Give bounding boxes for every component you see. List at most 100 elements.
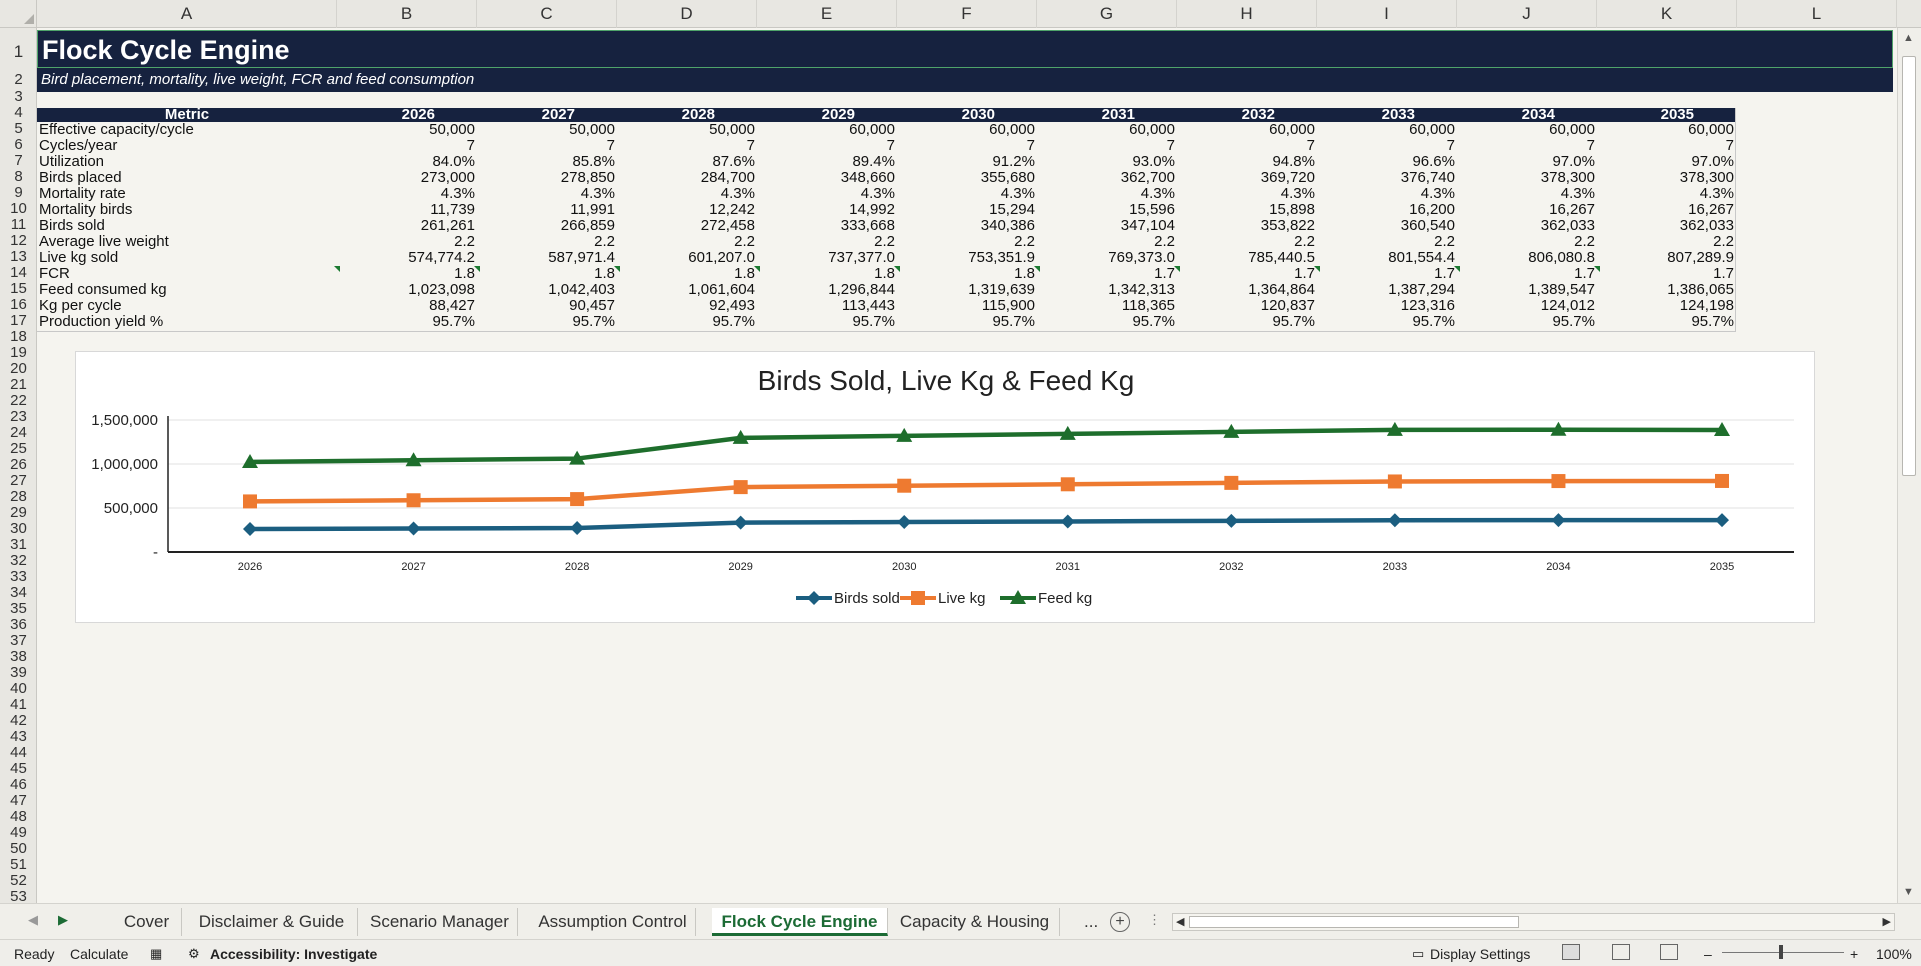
value-cell[interactable]: 124,198: [1679, 297, 1734, 314]
value-cell[interactable]: 11,739: [430, 201, 475, 218]
row-number[interactable]: 30: [10, 520, 27, 537]
row-number[interactable]: 22: [10, 392, 27, 409]
zoom-slider-thumb[interactable]: [1779, 945, 1783, 959]
value-cell[interactable]: 2.2: [734, 233, 755, 250]
value-cell[interactable]: 15,294: [989, 201, 1035, 218]
table-header-year[interactable]: 2035: [1597, 107, 1736, 122]
vertical-scrollbar[interactable]: ▲ ▼: [1897, 28, 1921, 903]
row-number[interactable]: 43: [10, 728, 27, 745]
add-sheet-icon[interactable]: +: [1110, 912, 1130, 932]
value-cell[interactable]: 2.2: [454, 233, 475, 250]
row-number[interactable]: 6: [14, 136, 23, 153]
value-cell[interactable]: 97.0%: [1691, 153, 1734, 170]
value-cell[interactable]: 753,351.9: [968, 249, 1035, 266]
value-cell[interactable]: 60,000: [1549, 121, 1595, 138]
row-number[interactable]: 14: [10, 264, 27, 281]
column-header-f[interactable]: F: [897, 0, 1037, 28]
zoom-slider[interactable]: [1722, 952, 1844, 953]
row-number[interactable]: 40: [10, 680, 27, 697]
value-cell[interactable]: 801,554.4: [1388, 249, 1455, 266]
value-cell[interactable]: 11,991: [570, 201, 615, 218]
value-cell[interactable]: 1,061,604: [688, 281, 755, 298]
value-cell[interactable]: 266,859: [560, 217, 615, 234]
value-cell[interactable]: 95.7%: [712, 313, 755, 330]
table-header-year[interactable]: 2026: [337, 107, 477, 122]
value-cell[interactable]: 85.8%: [572, 153, 615, 170]
value-cell[interactable]: 1.8: [757, 266, 900, 282]
column-header-c[interactable]: C: [477, 0, 617, 28]
scroll-down-icon[interactable]: ▼: [1903, 886, 1914, 898]
value-cell[interactable]: 1.7: [1713, 265, 1734, 282]
row-number[interactable]: 7: [14, 152, 23, 169]
column-header-d[interactable]: D: [617, 0, 757, 28]
row-number[interactable]: 46: [10, 776, 27, 793]
row-number[interactable]: 27: [10, 472, 27, 489]
row-number[interactable]: 28: [10, 488, 27, 505]
row-number[interactable]: 26: [10, 456, 27, 473]
row-number[interactable]: 13: [10, 248, 27, 265]
value-cell[interactable]: 2.2: [1154, 233, 1175, 250]
column-header-e[interactable]: E: [757, 0, 897, 28]
value-cell[interactable]: 113,443: [841, 297, 895, 314]
value-cell[interactable]: 1.7: [1317, 266, 1460, 282]
value-cell[interactable]: 284,700: [700, 169, 755, 186]
sheet-tab-disclaimer-guide[interactable]: Disclaimer & Guide: [186, 908, 358, 936]
value-cell[interactable]: 118,365: [1121, 297, 1175, 314]
value-cell[interactable]: 89.4%: [852, 153, 895, 170]
scroll-up-icon[interactable]: ▲: [1903, 32, 1914, 44]
value-cell[interactable]: 16,200: [1409, 201, 1455, 218]
sheet-tab-cover[interactable]: Cover: [112, 908, 182, 936]
value-cell[interactable]: 60,000: [1688, 121, 1734, 138]
value-cell[interactable]: 96.6%: [1412, 153, 1455, 170]
column-header-g[interactable]: G: [1037, 0, 1177, 28]
subtitle-band[interactable]: Bird placement, mortality, live weight, …: [37, 68, 1893, 92]
row-number[interactable]: 15: [10, 280, 27, 297]
title-band[interactable]: Flock Cycle Engine: [37, 30, 1893, 68]
metric-label-cell[interactable]: Average live weight: [39, 233, 169, 250]
value-cell[interactable]: 1.8: [897, 266, 1040, 282]
value-cell[interactable]: 2.2: [1294, 233, 1315, 250]
row-number[interactable]: 45: [10, 760, 27, 777]
row-number[interactable]: 32: [10, 552, 27, 569]
column-header-k[interactable]: K: [1597, 0, 1737, 28]
column-header-a[interactable]: A: [37, 0, 337, 28]
value-cell[interactable]: 15,898: [1269, 201, 1315, 218]
value-cell[interactable]: 1.8: [477, 266, 620, 282]
value-cell[interactable]: 261,261: [420, 217, 475, 234]
row-number[interactable]: 8: [14, 168, 23, 185]
value-cell[interactable]: 362,700: [1120, 169, 1175, 186]
value-cell[interactable]: 4.3%: [1280, 185, 1315, 202]
row-number[interactable]: 2: [14, 71, 23, 88]
value-cell[interactable]: 95.7%: [1272, 313, 1315, 330]
calculate-button[interactable]: Calculate: [70, 946, 129, 962]
value-cell[interactable]: 1.8: [337, 266, 480, 282]
row-number[interactable]: 3: [14, 88, 23, 105]
column-header-b[interactable]: B: [337, 0, 477, 28]
value-cell[interactable]: 1.7: [1457, 266, 1600, 282]
value-cell[interactable]: 1,023,098: [408, 281, 475, 298]
column-header-i[interactable]: I: [1317, 0, 1457, 28]
value-cell[interactable]: 574,774.2: [408, 249, 475, 266]
row-number[interactable]: 19: [10, 344, 27, 361]
value-cell[interactable]: 355,680: [980, 169, 1035, 186]
row-number[interactable]: 20: [10, 360, 27, 377]
value-cell[interactable]: 807,289.9: [1667, 249, 1734, 266]
row-number[interactable]: 5: [14, 120, 23, 137]
page-layout-icon[interactable]: [1612, 944, 1630, 960]
value-cell[interactable]: 378,300: [1679, 169, 1734, 186]
table-header-year[interactable]: 2034: [1457, 107, 1597, 122]
row-number[interactable]: 49: [10, 824, 27, 841]
column-header-h[interactable]: H: [1177, 0, 1317, 28]
page-break-preview-icon[interactable]: [1660, 944, 1678, 960]
value-cell[interactable]: 2.2: [874, 233, 895, 250]
column-header-j[interactable]: J: [1457, 0, 1597, 28]
line-chart[interactable]: Birds Sold, Live Kg & Feed Kg - 500,000 1,0…: [75, 351, 1815, 623]
value-cell[interactable]: 1,296,844: [828, 281, 895, 298]
value-cell[interactable]: 95.7%: [1691, 313, 1734, 330]
value-cell[interactable]: 95.7%: [992, 313, 1035, 330]
select-all-corner[interactable]: [0, 0, 37, 28]
value-cell[interactable]: 376,740: [1400, 169, 1455, 186]
row-number[interactable]: 11: [10, 216, 27, 233]
table-header-year[interactable]: 2033: [1317, 107, 1457, 122]
metric-label-cell[interactable]: Live kg sold: [39, 249, 119, 266]
